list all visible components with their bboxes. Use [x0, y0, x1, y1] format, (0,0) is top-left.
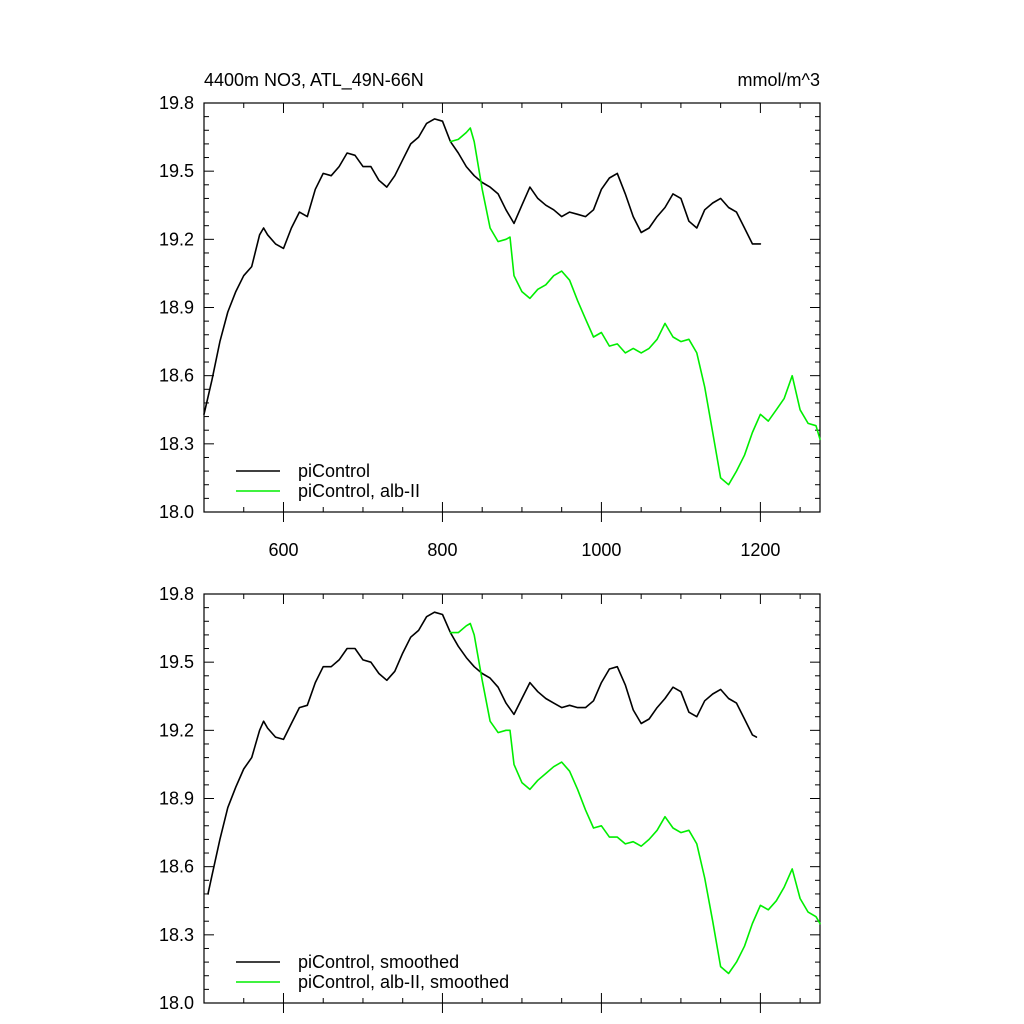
x-tick-label: 1000: [581, 540, 621, 560]
y-tick-label: 19.5: [159, 161, 194, 181]
legend-label-alb-ii-smoothed: piControl, alb-II, smoothed: [298, 972, 509, 992]
y-tick-label: 18.0: [159, 993, 194, 1013]
series-line-1: [449, 127, 821, 486]
y-tick-label: 18.6: [159, 857, 194, 877]
y-tick-label: 18.6: [159, 366, 194, 386]
legend-label-alb-ii: piControl, alb-II: [298, 481, 420, 501]
plot-frame-bottom: [203, 593, 821, 1004]
y-tick-label: 18.3: [159, 925, 194, 945]
y-tick-label: 18.3: [159, 434, 194, 454]
x-tick-label: 1200: [740, 540, 780, 560]
x-tick-label: 800: [427, 540, 457, 560]
series-line-0: [207, 611, 758, 895]
legend-bottom: piControl, smoothed piControl, alb-II, s…: [236, 952, 509, 992]
axes-top: 18.0 18.3 18.6 18.9 19.2 19.5 19.8 600 800 1000 12…: [159, 93, 820, 560]
y-tick-label: 18.9: [159, 789, 194, 809]
y-tick-label: 18.9: [159, 298, 194, 318]
units-label: mmol/m^3: [738, 70, 820, 90]
x-tick-label: 600: [268, 540, 298, 560]
y-tick-label: 19.8: [159, 93, 194, 113]
legend-top: piControl piControl, alb-II: [236, 461, 420, 501]
y-tick-label: 19.2: [159, 720, 194, 740]
y-tick-label: 19.8: [159, 584, 194, 604]
chart-title: 4400m NO3, ATL_49N-66N: [204, 70, 424, 91]
legend-label-picontrol-smoothed: piControl, smoothed: [298, 952, 459, 972]
axes-bottom: 18.0 18.3 18.6 18.9 19.2 19.5 19.8: [159, 584, 820, 1013]
series-bottom: [207, 611, 821, 975]
top-panel: 4400m NO3, ATL_49N-66N mmol/m^3 18.0 18.3…: [159, 70, 821, 560]
series-top: [203, 118, 821, 486]
plot-frame-top: [203, 102, 821, 513]
series-line-0: [203, 118, 762, 416]
legend-label-picontrol: piControl: [298, 461, 370, 481]
y-tick-label: 19.2: [159, 229, 194, 249]
y-tick-label: 18.0: [159, 502, 194, 522]
y-tick-label: 19.5: [159, 652, 194, 672]
bottom-panel: 18.0 18.3 18.6 18.9 19.2 19.5 19.8 piControl, …: [159, 584, 821, 1013]
series-line-1: [449, 622, 821, 975]
